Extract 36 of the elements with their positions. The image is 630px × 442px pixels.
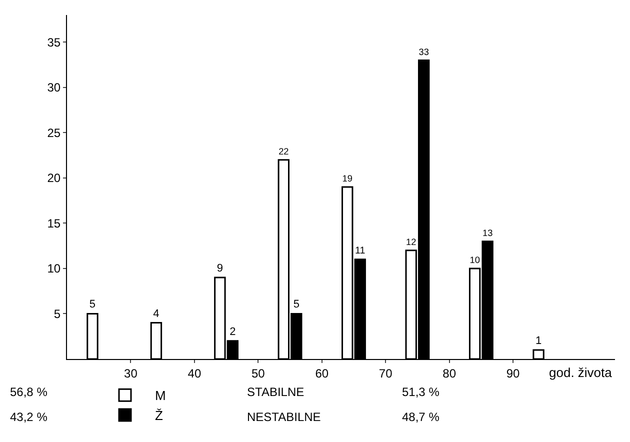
text: 51,3 % xyxy=(402,385,440,399)
y-tick-label: 35 xyxy=(47,35,61,50)
text: NESTABILNE xyxy=(247,410,321,424)
x-tick-label: 30 xyxy=(124,366,138,380)
y-tick-label: 5 xyxy=(54,306,61,321)
y-tick-label: 30 xyxy=(47,80,61,95)
data-label: 2 xyxy=(230,326,236,338)
y-tick-label: 10 xyxy=(47,262,61,276)
data-label: 5 xyxy=(293,298,300,311)
data-label: 11 xyxy=(355,246,366,257)
text: 43,2 % xyxy=(10,410,48,424)
data-label: 22 xyxy=(278,146,289,156)
x-tick-label: 60 xyxy=(315,366,329,380)
x-tick-label: 50 xyxy=(251,366,266,380)
y-tick-label: 20 xyxy=(47,171,61,186)
x-tick-label: 70 xyxy=(378,366,393,380)
data-label: 13 xyxy=(482,228,493,238)
data-label: 12 xyxy=(406,236,416,247)
y-tick-label: 15 xyxy=(47,216,61,230)
data-label: 5 xyxy=(89,298,96,311)
text: 48,7 % xyxy=(402,410,440,424)
text: 56,8 % xyxy=(10,385,48,399)
x-tick-label: 40 xyxy=(188,366,202,380)
data-label: 19 xyxy=(342,174,352,184)
legend-label: M xyxy=(155,388,166,404)
legend-label: Ž xyxy=(155,408,163,424)
data-label: 33 xyxy=(418,46,429,57)
data-label: 10 xyxy=(470,254,480,265)
y-tick-label: 25 xyxy=(47,126,61,140)
x-tick-label: 80 xyxy=(442,366,456,380)
data-label: 4 xyxy=(153,308,160,320)
x-tick-label: 90 xyxy=(506,366,520,380)
data-label: 1 xyxy=(535,334,542,347)
x-axis-title: god. života xyxy=(549,365,613,380)
text: STABILNE xyxy=(247,385,304,399)
data-label: 9 xyxy=(216,262,223,275)
